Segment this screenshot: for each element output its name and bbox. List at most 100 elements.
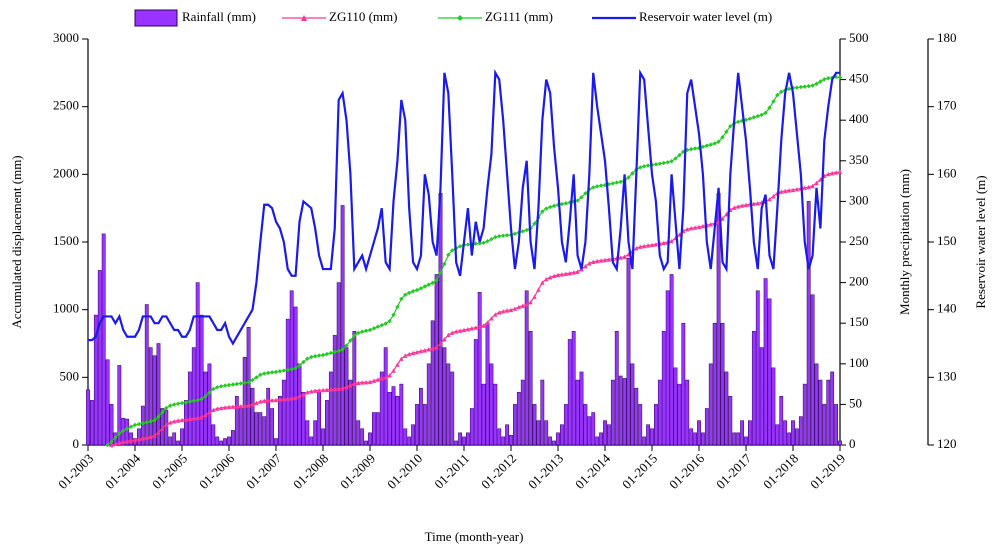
series-marker	[575, 198, 580, 203]
rain-bar	[563, 404, 568, 446]
x-tick-label: 01-2005	[149, 451, 190, 492]
series-marker	[183, 400, 189, 405]
series-marker	[504, 233, 510, 238]
rain-bar	[685, 379, 690, 446]
series-marker	[822, 77, 827, 82]
series-marker	[336, 386, 341, 391]
rain-bar	[665, 290, 670, 446]
series-marker	[234, 404, 240, 409]
x-tick-label: 01-2006	[196, 450, 238, 492]
rain-bar	[152, 355, 157, 446]
tick-label: 170	[937, 98, 957, 113]
rain-bar	[830, 371, 835, 446]
rain-bar	[454, 440, 459, 446]
series-marker	[281, 396, 287, 402]
series-marker	[309, 354, 314, 360]
rain-bar	[591, 412, 596, 446]
series-marker	[203, 412, 208, 418]
rain-bar	[144, 304, 149, 446]
rain-bar	[798, 416, 803, 446]
rain-bar	[281, 379, 286, 446]
series-marker	[728, 123, 733, 129]
series-marker	[383, 374, 388, 380]
legend-label: ZG111 (mm)	[485, 9, 553, 24]
rain-bar	[513, 404, 517, 446]
rain-bar	[720, 322, 725, 446]
series-marker	[379, 376, 384, 381]
series-marker	[222, 405, 228, 410]
series-marker	[665, 160, 670, 165]
series-marker	[273, 369, 279, 375]
series-marker	[700, 144, 706, 150]
tick-label: 3000	[53, 30, 79, 45]
series-marker	[179, 400, 185, 406]
series-marker	[688, 225, 694, 231]
x-tick-label: 01-2016	[666, 450, 708, 492]
rain-bar	[148, 347, 153, 446]
series-marker	[179, 417, 185, 423]
series-marker	[457, 328, 463, 333]
series-marker	[352, 381, 357, 386]
series-marker	[305, 390, 310, 395]
rain-bar	[340, 205, 345, 446]
rain-bar	[575, 379, 580, 446]
rain-bar	[375, 412, 380, 446]
rain-bar	[673, 367, 678, 446]
rain-bar	[137, 428, 141, 446]
rain-bar	[223, 438, 227, 446]
rain-bar	[544, 420, 549, 446]
series-marker	[430, 280, 435, 286]
series-marker	[105, 442, 110, 448]
series-marker	[320, 352, 326, 358]
rain-bar	[704, 408, 709, 446]
rain-bar	[407, 436, 412, 446]
rain-bar	[105, 359, 110, 446]
series-marker	[140, 421, 146, 426]
series-marker	[547, 275, 553, 280]
rain-bar	[732, 432, 737, 446]
tick-label: 140	[937, 301, 957, 316]
rain-bar	[587, 416, 592, 446]
rain-bar	[751, 331, 756, 446]
series-marker	[606, 182, 612, 187]
rain-bar	[783, 420, 788, 446]
series-marker	[704, 143, 710, 148]
series-marker	[669, 159, 674, 164]
series-marker	[297, 393, 302, 399]
series-marker	[735, 119, 741, 125]
series-marker	[790, 187, 796, 193]
tick-label: 1000	[53, 301, 79, 316]
series-marker	[524, 227, 529, 233]
rain-bar	[775, 424, 780, 446]
tick-label: 500	[849, 30, 869, 45]
series-marker	[218, 384, 224, 389]
series-marker	[152, 433, 157, 438]
series-marker	[356, 330, 361, 336]
series-marker	[367, 327, 373, 333]
rain-bar	[583, 404, 588, 446]
rain-bar	[140, 405, 145, 446]
series-marker	[175, 418, 181, 423]
series-marker	[493, 234, 498, 240]
rain-bar	[524, 290, 529, 446]
series-marker	[724, 211, 729, 217]
tick-label: 100	[849, 355, 869, 370]
series-marker	[634, 246, 639, 251]
series-marker	[399, 296, 404, 302]
series-marker	[540, 209, 545, 214]
series-marker	[524, 302, 529, 307]
rain-bar	[368, 432, 372, 446]
rain-bar	[528, 331, 533, 446]
series-marker	[720, 135, 725, 140]
series-marker	[301, 392, 306, 397]
series-marker	[802, 84, 807, 89]
rain-bar	[540, 379, 545, 446]
series-marker	[136, 436, 142, 442]
rain-bar	[489, 363, 494, 446]
series-marker	[195, 398, 200, 403]
rain-bar	[379, 371, 384, 446]
series-marker	[786, 188, 792, 193]
series-marker	[140, 436, 146, 441]
legend-swatch	[134, 9, 178, 27]
x-tick-label: 01-2018	[760, 451, 801, 492]
